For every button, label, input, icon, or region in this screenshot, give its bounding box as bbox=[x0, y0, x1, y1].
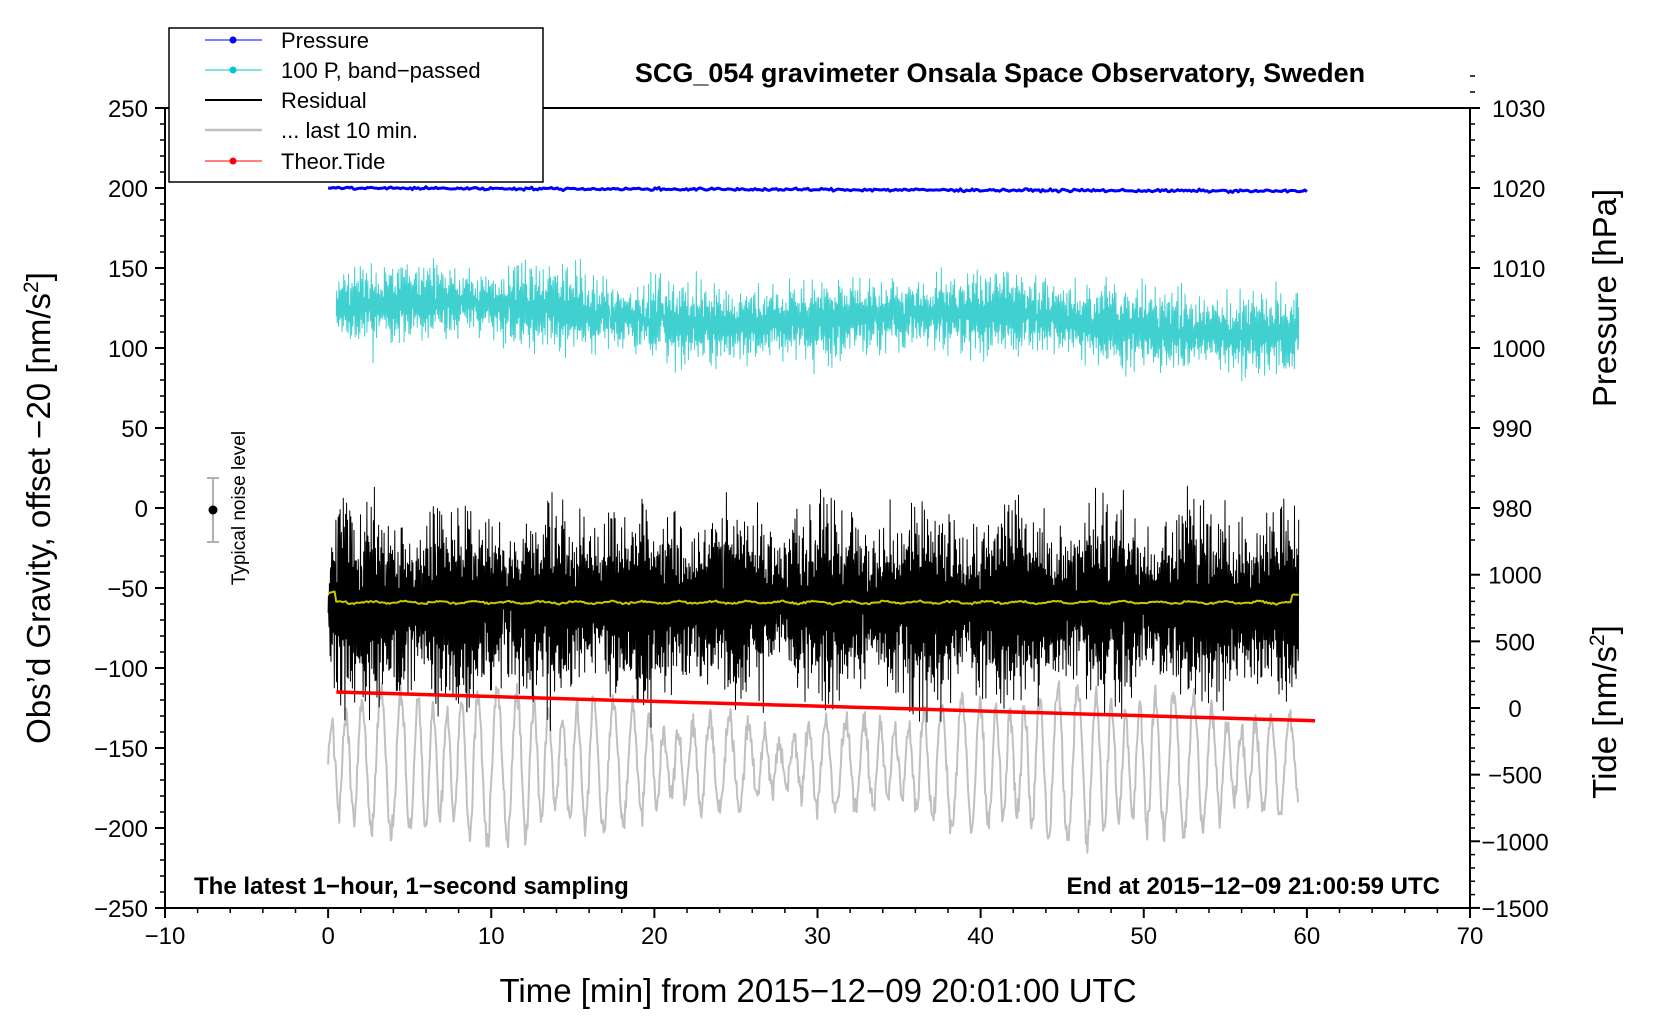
pressure-tick-label: 1030 bbox=[1492, 96, 1545, 123]
y-axis-label-pressure: Pressure [hPa] bbox=[1586, 189, 1623, 407]
plot-frame bbox=[164, 107, 1471, 909]
annotation-sampling: The latest 1−hour, 1−second sampling bbox=[194, 873, 629, 900]
pressure-tick-label: 1010 bbox=[1492, 256, 1545, 283]
x-tick-label: −10 bbox=[145, 923, 186, 950]
x-tick-label: 20 bbox=[641, 923, 668, 950]
y-tick-label: 50 bbox=[121, 416, 148, 443]
legend-item-last10: ... last 10 min. bbox=[205, 118, 418, 143]
legend-item-bandpassed: 100 P, band−passed bbox=[205, 58, 481, 83]
x-tick-label: 0 bbox=[321, 923, 334, 950]
pressure-tick-label: 1020 bbox=[1492, 176, 1545, 203]
y-axis-label-tide: Tide [nm/s2] bbox=[1586, 625, 1623, 799]
legend-label-pressure: Pressure bbox=[281, 28, 369, 53]
y-tick-label: −150 bbox=[94, 736, 148, 763]
noise-point bbox=[208, 505, 218, 515]
series-pressure bbox=[327, 185, 1308, 194]
legend-label-bandpassed: 100 P, band−passed bbox=[281, 58, 481, 83]
pressure-tick-label: 980 bbox=[1492, 496, 1532, 523]
y-tick-label: −100 bbox=[94, 656, 148, 683]
legend-label-residual: Residual bbox=[281, 88, 367, 113]
legend-item-residual: Residual bbox=[205, 88, 367, 113]
x-axis-label: Time [min] from 2015−12−09 20:01:00 UTC bbox=[499, 972, 1136, 1009]
tide-tick-label: 500 bbox=[1495, 629, 1535, 656]
x-tick-label: 70 bbox=[1457, 923, 1484, 950]
series-bandpassed bbox=[335, 258, 1300, 382]
x-tick-label: 40 bbox=[967, 923, 994, 950]
series-residual bbox=[327, 485, 1300, 731]
legend-marker-tide bbox=[229, 157, 237, 165]
legend-label-tide: Theor.Tide bbox=[281, 149, 385, 174]
y-tick-label: 250 bbox=[108, 96, 148, 123]
legend-marker-pressure bbox=[229, 36, 237, 44]
x-tick-label: 60 bbox=[1294, 923, 1321, 950]
y-tick-label: −50 bbox=[107, 576, 148, 603]
annotation-end-time: End at 2015−12−09 21:00:59 UTC bbox=[1066, 873, 1440, 900]
legend-label-last10: ... last 10 min. bbox=[281, 118, 418, 143]
y-axis-label-left-sup: 2 bbox=[20, 281, 43, 293]
pressure-tick-label: 990 bbox=[1492, 416, 1532, 443]
tide-tick-label: −1000 bbox=[1481, 829, 1548, 856]
y-tick-label: −200 bbox=[94, 816, 148, 843]
y-axis-label-left-end: ] bbox=[20, 272, 57, 281]
chart-title: SCG_054 gravimeter Onsala Space Observat… bbox=[635, 58, 1365, 88]
y-axis-label-left-main: Obs’d Gravity, offset −20 [nm/s bbox=[20, 293, 57, 744]
tide-tick-label: −500 bbox=[1488, 763, 1542, 790]
noise-label: Typical noise level bbox=[229, 431, 250, 585]
legend-item-tide: Theor.Tide bbox=[205, 149, 385, 174]
y-axis-label-left: Obs’d Gravity, offset −20 [nm/s2] bbox=[20, 272, 57, 744]
noise-indicator: Typical noise level bbox=[207, 431, 250, 585]
tide-tick-label: 1000 bbox=[1488, 563, 1541, 590]
series-residual-smoothed bbox=[327, 590, 1299, 606]
series-last-10-min bbox=[327, 680, 1300, 854]
y-tick-label: −250 bbox=[94, 896, 148, 923]
axes-layer: −10 0 10 20 30 40 50 60 70250200150100500−50−100… bbox=[94, 75, 1549, 950]
y-tick-label: 0 bbox=[135, 496, 148, 523]
x-tick-label: 50 bbox=[1130, 923, 1157, 950]
series-theoretical-tide bbox=[336, 690, 1316, 723]
y-axis-label-tide-end: ] bbox=[1586, 625, 1623, 634]
y-axis-label-tide-sup: 2 bbox=[1586, 634, 1609, 646]
legend-box bbox=[168, 27, 544, 183]
legend-item-pressure: Pressure bbox=[205, 28, 369, 53]
y-tick-label: 100 bbox=[108, 336, 148, 363]
tide-tick-label: −1500 bbox=[1481, 896, 1548, 923]
y-tick-label: 150 bbox=[108, 256, 148, 283]
legend-marker-bandpassed bbox=[229, 66, 237, 74]
y-tick-label: 200 bbox=[108, 176, 148, 203]
y-axis-label-tide-main: Tide [nm/s bbox=[1586, 646, 1623, 799]
plot-layer bbox=[327, 185, 1316, 854]
x-tick-label: 10 bbox=[478, 923, 505, 950]
legend: Pressure 100 P, band−passed Residual ...… bbox=[168, 27, 544, 183]
tide-tick-label: 0 bbox=[1508, 696, 1521, 723]
pressure-tick-label: 1000 bbox=[1492, 336, 1545, 363]
x-tick-label: 30 bbox=[804, 923, 831, 950]
